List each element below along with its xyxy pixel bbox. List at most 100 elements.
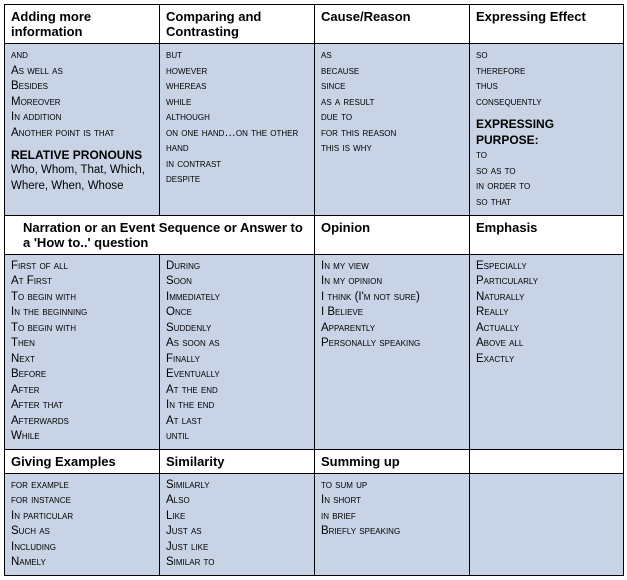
list-item: for example xyxy=(11,478,153,494)
hdr-adding: Adding more information xyxy=(5,5,160,44)
list-item: Soon xyxy=(166,274,308,290)
cell-adding: and As well as Besides Moreover In addit… xyxy=(5,44,160,216)
list-item: however xyxy=(166,64,308,80)
list-item: Suddenly xyxy=(166,321,308,337)
list-item: Such as xyxy=(11,524,153,540)
list-item: In the beginning xyxy=(11,305,153,321)
hdr-comparing: Comparing and Contrasting xyxy=(160,5,315,44)
hdr-empty xyxy=(470,449,624,473)
connectives-table: Adding more information Comparing and Co… xyxy=(4,4,624,576)
list-item: Briefly speaking xyxy=(321,524,463,540)
list-item: as xyxy=(321,48,463,64)
list-item: therefore xyxy=(476,64,617,80)
list-item: In particular xyxy=(11,509,153,525)
list-item: so xyxy=(476,48,617,64)
list-item: After that xyxy=(11,398,153,414)
list-item: Besides xyxy=(11,79,153,95)
list-item: At First xyxy=(11,274,153,290)
list-item: Apparently xyxy=(321,321,463,337)
subhead-relative-pronouns: RELATIVE PRONOUNS xyxy=(11,147,153,163)
list-item: I Believe xyxy=(321,305,463,321)
list-item: Just like xyxy=(166,540,308,556)
hdr-similarity: Similarity xyxy=(160,449,315,473)
cell-similarity: Similarly Also Like Just as Just like Si… xyxy=(160,473,315,575)
cell-narration-a: First of all At First To begin with In t… xyxy=(5,254,160,449)
cell-empty xyxy=(470,473,624,575)
list-item: despite xyxy=(166,172,308,188)
subhead-purpose: EXPRESSING PURPOSE: xyxy=(476,116,617,148)
list-item: in brief xyxy=(321,509,463,525)
list-item: Then xyxy=(11,336,153,352)
list-item: so that xyxy=(476,195,617,211)
cell-summing: to sum up In short in brief Briefly spea… xyxy=(315,473,470,575)
list-item: for this reason xyxy=(321,126,463,142)
list-item: Similar to xyxy=(166,555,308,571)
list-item: Eventually xyxy=(166,367,308,383)
list-item: Naturally xyxy=(476,290,617,306)
cell-comparing: but however whereas while although on on… xyxy=(160,44,315,216)
list-item: In short xyxy=(321,493,463,509)
list-item: Actually xyxy=(476,321,617,337)
list-item: and xyxy=(11,48,153,64)
list-item: since xyxy=(321,79,463,95)
list-item: Above all xyxy=(476,336,617,352)
list-item: While xyxy=(11,429,153,445)
list-item: I think (I'm not sure) xyxy=(321,290,463,306)
list-item: Exactly xyxy=(476,352,617,368)
list-item: whereas xyxy=(166,79,308,95)
list-item: To begin with xyxy=(11,290,153,306)
list-item: Just as xyxy=(166,524,308,540)
list-item: as a result xyxy=(321,95,463,111)
list-item: Another point is that xyxy=(11,126,153,142)
list-item: Particularly xyxy=(476,274,617,290)
list-item: this is why xyxy=(321,141,463,157)
list-item: Also xyxy=(166,493,308,509)
list-item: Moreover xyxy=(11,95,153,111)
list-item: Like xyxy=(166,509,308,525)
list-item: Next xyxy=(11,352,153,368)
list-item: thus xyxy=(476,79,617,95)
subline: Who, Whom, That, Which, Where, When, Who… xyxy=(11,163,153,194)
list-item: During xyxy=(166,259,308,275)
list-item: so as to xyxy=(476,164,617,180)
list-item: In the end xyxy=(166,398,308,414)
list-item: although xyxy=(166,110,308,126)
list-item: to xyxy=(476,148,617,164)
list-item: At last xyxy=(166,414,308,430)
cell-opinion: In my view In my opinion I think (I'm no… xyxy=(315,254,470,449)
list-item: due to xyxy=(321,110,463,126)
list-item: Similarly xyxy=(166,478,308,494)
hdr-effect: Expressing Effect xyxy=(470,5,624,44)
cell-narration-b: During Soon Immediately Once Suddenly As… xyxy=(160,254,315,449)
list-item: consequently xyxy=(476,95,617,111)
list-item: on one hand…on the other hand xyxy=(166,126,308,157)
list-item: In my view xyxy=(321,259,463,275)
list-item: Before xyxy=(11,367,153,383)
list-item: to sum up xyxy=(321,478,463,494)
list-item: in contrast xyxy=(166,157,308,173)
list-item: for instance xyxy=(11,493,153,509)
list-item: As soon as xyxy=(166,336,308,352)
list-item: In my opinion xyxy=(321,274,463,290)
cell-examples: for example for instance In particular S… xyxy=(5,473,160,575)
cell-effect: so therefore thus consequently EXPRESSIN… xyxy=(470,44,624,216)
list-item: At the end xyxy=(166,383,308,399)
list-item: Personally speaking xyxy=(321,336,463,352)
hdr-narration: Narration or an Event Sequence or Answer… xyxy=(5,215,315,254)
cell-emphasis: Especially Particularly Naturally Really… xyxy=(470,254,624,449)
list-item: Once xyxy=(166,305,308,321)
cell-cause: as because since as a result due to for … xyxy=(315,44,470,216)
list-item: Finally xyxy=(166,352,308,368)
list-item: To begin with xyxy=(11,321,153,337)
list-item: Namely xyxy=(11,555,153,571)
hdr-examples: Giving Examples xyxy=(5,449,160,473)
hdr-emphasis: Emphasis xyxy=(470,215,624,254)
hdr-summing: Summing up xyxy=(315,449,470,473)
list-item: until xyxy=(166,429,308,445)
list-item: Afterwards xyxy=(11,414,153,430)
list-item: First of all xyxy=(11,259,153,275)
list-item: Really xyxy=(476,305,617,321)
list-item: in order to xyxy=(476,179,617,195)
list-item: After xyxy=(11,383,153,399)
list-item: Including xyxy=(11,540,153,556)
